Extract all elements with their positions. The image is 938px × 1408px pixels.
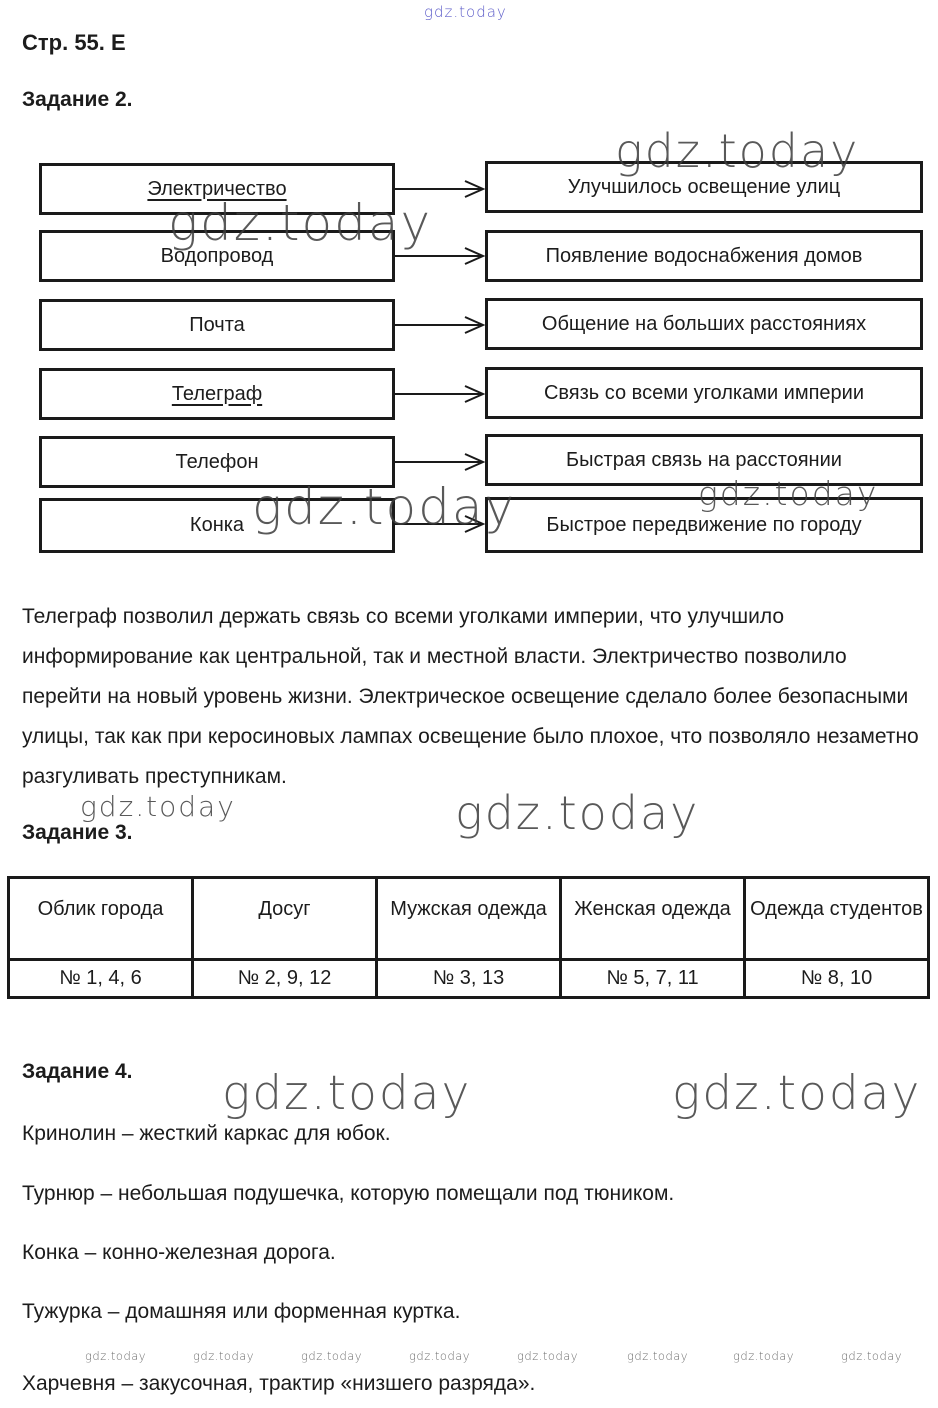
page-title: Стр. 55. Е [22,30,126,55]
watermark-gdz-today: gdz.today [627,1349,689,1363]
diagram-box-label: Почта [189,313,245,336]
diagram-box-label: Телефон [175,450,259,473]
task3-heading: Задание 3. [22,821,133,844]
arrow-icon [393,180,486,198]
diagram-box-label: Связь со всеми уголками империи [543,381,865,404]
diagram-box-effect: Улучшилось освещение улиц [485,161,923,213]
watermark-gdz-today: gdz.today [424,3,507,21]
watermark-gdz-today: gdz.today [222,1066,472,1121]
table-header-cell: Женская одежда [559,876,746,961]
watermark-gdz-today: gdz.today [841,1349,903,1363]
diagram-box-cause: Телеграф [39,368,395,420]
definition-turnyur: Турнюр – небольшая подушечка, которую по… [22,1182,675,1205]
diagram-box-cause: Водопровод [39,230,395,282]
diagram-box-effect: Быстрая связь на расстоянии [485,434,923,486]
table-row: № 1, 4, 6 № 2, 9, 12 № 3, 13 № 5, 7, 11 … [7,958,930,999]
diagram-box-effect: Быстрое передвижение по городу [485,497,923,553]
arrow-icon [393,385,486,403]
table-value-cell: № 2, 9, 12 [191,958,378,999]
diagram-box-label: Электричество [147,177,287,200]
diagram-box-label: Улучшилось освещение улиц [567,175,841,198]
watermark-gdz-today: gdz.today [409,1349,471,1363]
table-value-cell: № 5, 7, 11 [559,958,746,999]
watermark-gdz-today: gdz.today [733,1349,795,1363]
table-value-cell: № 8, 10 [743,958,930,999]
task2-heading: Задание 2. [22,88,133,111]
task2-answer-paragraph: Телеграф позволил держать связь со всеми… [22,605,919,788]
diagram-box-effect: Общение на больших расстояниях [485,298,923,350]
diagram-box-label: Общение на больших расстояниях [541,312,867,335]
arrow-icon [393,316,486,334]
diagram-box-effect: Появление водоснабжения домов [485,230,923,282]
diagram-box-cause: Почта [39,299,395,351]
watermark-gdz-today: gdz.today [85,1349,147,1363]
task3-table: Облик города Досуг Мужская одежда Женска… [7,876,930,999]
diagram-box-cause: Телефон [39,436,395,488]
table-header-cell: Облик города [7,876,194,961]
diagram-box-cause: Конка [39,498,395,553]
table-value-cell: № 1, 4, 6 [7,958,194,999]
arrow-icon [393,247,486,265]
watermark-gdz-today: gdz.today [517,1349,579,1363]
definition-kharchevnya: Харчевня – закусочная, трактир «низшего … [22,1372,536,1395]
task4-heading: Задание 4. [22,1060,133,1083]
diagram-box-cause: Электричество [39,163,395,215]
table-header-cell: Досуг [191,876,378,961]
definition-konka: Конка – конно-железная дорога. [22,1241,336,1264]
diagram-box-label: Быстрое передвижение по городу [546,513,862,536]
watermark-gdz-today: gdz.today [672,1066,922,1121]
table-header-row: Облик города Досуг Мужская одежда Женска… [7,876,930,961]
definition-krinolin: Кринолин – жесткий каркас для юбок. [22,1122,391,1145]
arrow-icon [393,515,486,533]
watermark-gdz-today: gdz.today [193,1349,255,1363]
diagram-box-label: Конка [189,514,245,536]
definition-tuzhurka: Тужурка – домашняя или форменная куртка. [22,1300,461,1323]
diagram-box-label: Водопровод [160,244,274,267]
table-header-cell: Мужская одежда [375,876,562,961]
diagram-box-label: Появление водоснабжения домов [545,244,863,267]
table-header-cell: Одежда студентов [743,876,930,961]
watermark-gdz-today: gdz.today [301,1349,363,1363]
table-value-cell: № 3, 13 [375,958,562,999]
diagram-box-effect: Связь со всеми уголками империи [485,367,923,419]
diagram-box-label: Быстрая связь на расстоянии [566,448,842,471]
arrow-icon [393,453,486,471]
diagram-box-label: Телеграф [171,382,263,405]
